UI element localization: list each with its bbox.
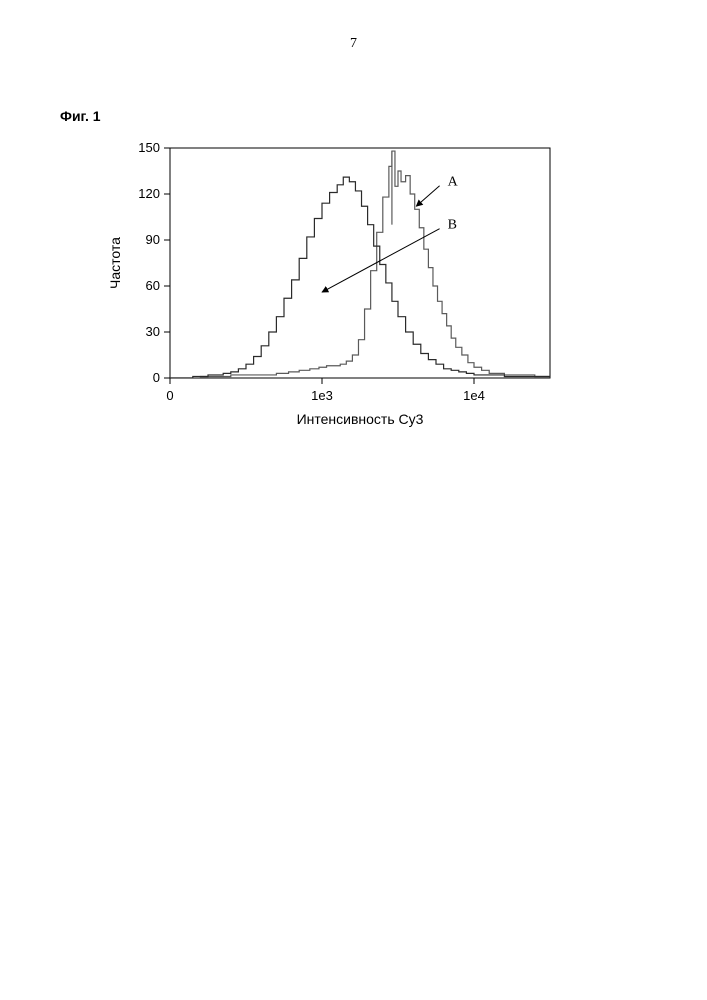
y-tick-label: 0	[153, 370, 160, 385]
page-number: 7	[0, 36, 707, 52]
y-axis-label: Частота	[107, 237, 123, 289]
y-tick-label: 60	[146, 278, 160, 293]
annotation-label-A: A	[448, 175, 459, 190]
figure-label: Фиг. 1	[60, 108, 101, 124]
x-tick-label: 1e3	[311, 388, 333, 403]
chart-container: 0 30 60 90 120 150 Частота 0 1e3 1e4 Интенсивность…	[92, 138, 562, 448]
page: 7 Фиг. 1 0 30 60 90 120 150 Частота 0 1e3 1e4 Инте…	[0, 0, 707, 1000]
x-tick-label: 1e4	[463, 388, 485, 403]
y-tick-label: 90	[146, 232, 160, 247]
annotation-label-B: B	[448, 218, 457, 233]
x-tick-label: 0	[166, 388, 173, 403]
y-tick-label: 120	[138, 186, 160, 201]
y-tick-label: 150	[138, 140, 160, 155]
y-tick-label: 30	[146, 324, 160, 339]
x-axis-label: Интенсивность Cy3	[297, 411, 424, 427]
histogram-chart: 0 30 60 90 120 150 Частота 0 1e3 1e4 Интенсивность…	[92, 138, 562, 448]
